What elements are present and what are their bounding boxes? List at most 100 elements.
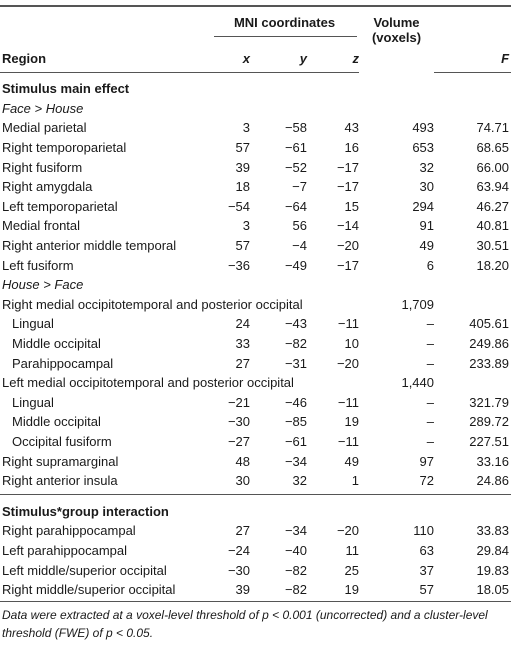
z-cell: −20: [336, 238, 360, 254]
f-cell: 19.83: [476, 562, 510, 578]
x-cell: 3: [242, 120, 250, 136]
region-cell: Right anterior insula: [2, 473, 118, 489]
table-row: Lingual −21 −46 −11 – 321.79: [0, 393, 511, 413]
x-cell: −27: [227, 433, 250, 449]
region-cell: Right medial occipitotemporal and poster…: [2, 296, 303, 312]
x-cell: −30: [227, 562, 250, 578]
y-cell: −43: [284, 316, 307, 332]
y-cell: −61: [284, 433, 307, 449]
x-cell: 57: [235, 238, 250, 254]
z-cell: 25: [344, 562, 360, 578]
x-cell: 57: [235, 140, 250, 156]
region-cell: Middle occipital: [12, 336, 101, 352]
x-cell: 33: [235, 336, 250, 352]
region-cell: Left medial occipitotemporal and posteri…: [2, 375, 294, 391]
f-cell: 227.51: [469, 433, 510, 449]
region-cell: Medial frontal: [2, 218, 81, 234]
y-cell: −52: [284, 159, 307, 175]
z-cell: 43: [344, 120, 360, 136]
y-header: y: [250, 40, 307, 73]
volume-cell: 57: [419, 582, 435, 598]
x-cell: −54: [227, 198, 250, 214]
volume-header: Volume (voxels): [359, 5, 435, 73]
volume-cell: 294: [412, 198, 435, 214]
results-table: MNI coordinates Volume (voxels) Region x…: [0, 5, 511, 599]
table-row: Right middle/superior occipital 39 −82 19 57…: [0, 580, 511, 600]
table-row: Middle occipital 33 −82 10 – 249.86: [0, 334, 511, 354]
x-cell: 3: [242, 218, 250, 234]
f-header: F: [434, 40, 511, 73]
f-cell: 33.16: [476, 453, 510, 469]
region-cell: Left middle/superior occipital: [2, 562, 167, 578]
z-cell: 49: [344, 453, 360, 469]
z-cell: −20: [336, 523, 360, 539]
volume-cell: 97: [419, 453, 435, 469]
table-row: Occipital fusiform −27 −61 −11 – 227.51: [0, 432, 511, 452]
section-title: Stimulus main effect: [2, 81, 130, 97]
table-row: Medial frontal 3 56 −14 91 40.81: [0, 216, 511, 236]
z-cell: 19: [344, 582, 360, 598]
z-header: z: [307, 40, 360, 73]
table-row: Right fusiform 39 −52 −17 32 66.00: [0, 157, 511, 177]
section-title: Stimulus*group interaction: [0, 494, 511, 522]
z-cell: −11: [337, 316, 360, 332]
volume-cell: 6: [426, 257, 435, 273]
volume-cell: 72: [419, 473, 435, 489]
region-cell: Lingual: [12, 394, 54, 410]
volume-cell: –: [426, 355, 435, 371]
f-cell: 321.79: [469, 394, 510, 410]
section-row: Stimulus main effect: [0, 73, 511, 99]
x-cell: 24: [235, 316, 250, 332]
volume-cell: –: [426, 316, 435, 332]
z-cell: 11: [345, 542, 360, 558]
empty-cell: [434, 373, 511, 393]
table-row: Lingual 24 −43 −11 – 405.61: [0, 314, 511, 334]
volume-cell: 493: [412, 120, 435, 136]
region-cell: Right fusiform: [2, 159, 83, 175]
f-cell: 66.00: [476, 159, 510, 175]
table-row: Left medial occipitotemporal and posteri…: [0, 373, 511, 393]
section-row: Stimulus*group interaction: [0, 494, 511, 522]
table-row: Left temporoparietal −54 −64 15 294 46.27: [0, 197, 511, 217]
x-cell: −30: [227, 414, 250, 430]
y-cell: −82: [284, 336, 307, 352]
f-cell: 68.65: [476, 140, 510, 156]
x-cell: 30: [235, 473, 250, 489]
f-cell: 18.05: [476, 582, 510, 598]
y-cell: −7: [292, 179, 307, 195]
f-cell: 233.89: [469, 355, 510, 371]
table-row: Right amygdala 18 −7 −17 30 63.94: [0, 177, 511, 197]
group-title: Face > House: [2, 100, 84, 116]
y-cell: −31: [284, 355, 307, 371]
x-cell: 48: [235, 453, 250, 469]
volume-cell: 37: [419, 562, 435, 578]
z-cell: −17: [336, 179, 360, 195]
group-header: MNI coordinates: [210, 5, 360, 40]
region-cell: Medial parietal: [2, 120, 87, 136]
y-cell: 56: [292, 218, 307, 234]
x-cell: 39: [235, 582, 250, 598]
volume-cell: –: [426, 394, 435, 410]
group-label: MNI coordinates: [233, 15, 336, 30]
volume-cell: –: [426, 414, 435, 430]
f-cell: 24.86: [476, 473, 510, 489]
f-cell: 63.94: [476, 179, 510, 195]
table-body: Stimulus main effect Face > House Medial p…: [0, 73, 511, 600]
y-cell: −49: [284, 257, 307, 273]
z-cell: 15: [344, 198, 360, 214]
x-header: x: [210, 40, 250, 73]
y-cell: −40: [284, 542, 307, 558]
z-cell: −11: [337, 394, 360, 410]
volume-cell: 63: [419, 542, 435, 558]
f-cell: 289.72: [469, 414, 510, 430]
region-cell: Left fusiform: [2, 257, 74, 273]
table-row: Left fusiform −36 −49 −17 6 18.20: [0, 255, 511, 275]
region-cell: Right amygdala: [2, 179, 93, 195]
table-row: Middle occipital −30 −85 19 – 289.72: [0, 412, 511, 432]
f-cell: 40.81: [476, 218, 510, 234]
y-cell: −82: [284, 562, 307, 578]
volume-cell: –: [426, 433, 435, 449]
empty-cell: [434, 295, 511, 315]
f-cell: 405.61: [469, 316, 510, 332]
f-cell: 46.27: [476, 198, 510, 214]
